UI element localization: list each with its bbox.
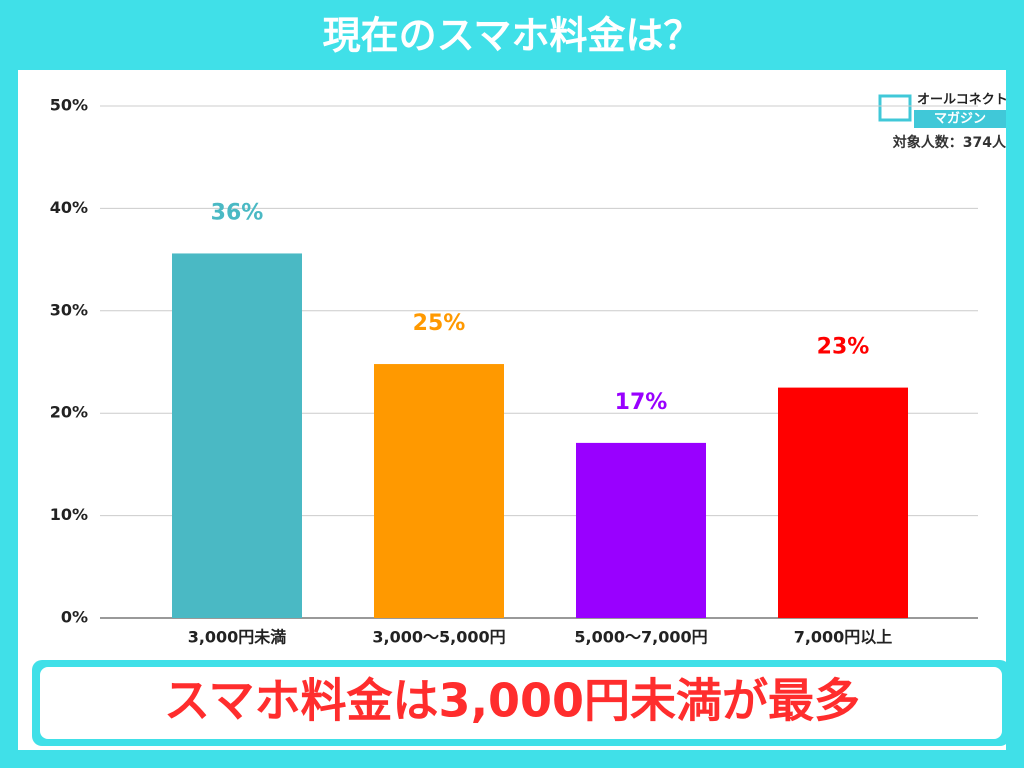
y-tick-label: 30% <box>50 300 88 319</box>
bar <box>172 253 302 618</box>
value-label: 25% <box>413 311 466 336</box>
logo: オールコネクト マガジン <box>878 93 1008 128</box>
x-tick-label: 5,000〜7,000円 <box>574 628 707 647</box>
y-tick-label: 40% <box>50 198 88 217</box>
x-tick-label: 3,000〜5,000円 <box>372 628 505 647</box>
bar <box>778 387 908 618</box>
y-tick-label: 20% <box>50 403 88 422</box>
logo-text: マガジン <box>934 112 986 127</box>
value-label: 17% <box>615 390 668 415</box>
conclusion: スマホ料金は3,000円未満が最多 <box>164 674 860 728</box>
logo-icon <box>878 94 912 122</box>
y-tick-label: 50% <box>50 96 88 115</box>
sample-note: 対象人数：374人 <box>892 134 1007 151</box>
x-tick-label: 7,000円以上 <box>794 628 893 647</box>
value-label: 23% <box>817 335 870 360</box>
logo-text: オールコネクト <box>917 93 1008 108</box>
y-tick-label: 0% <box>61 608 88 627</box>
x-tick-label: 3,000円未満 <box>188 628 287 647</box>
banner-inner <box>40 667 1002 739</box>
value-label: 36% <box>211 200 264 225</box>
page-title: 現在のスマホ料金は？ <box>323 14 702 58</box>
y-tick-label: 10% <box>50 505 88 524</box>
logo-band <box>914 110 1006 128</box>
bar <box>374 364 504 618</box>
bar <box>576 442 706 618</box>
